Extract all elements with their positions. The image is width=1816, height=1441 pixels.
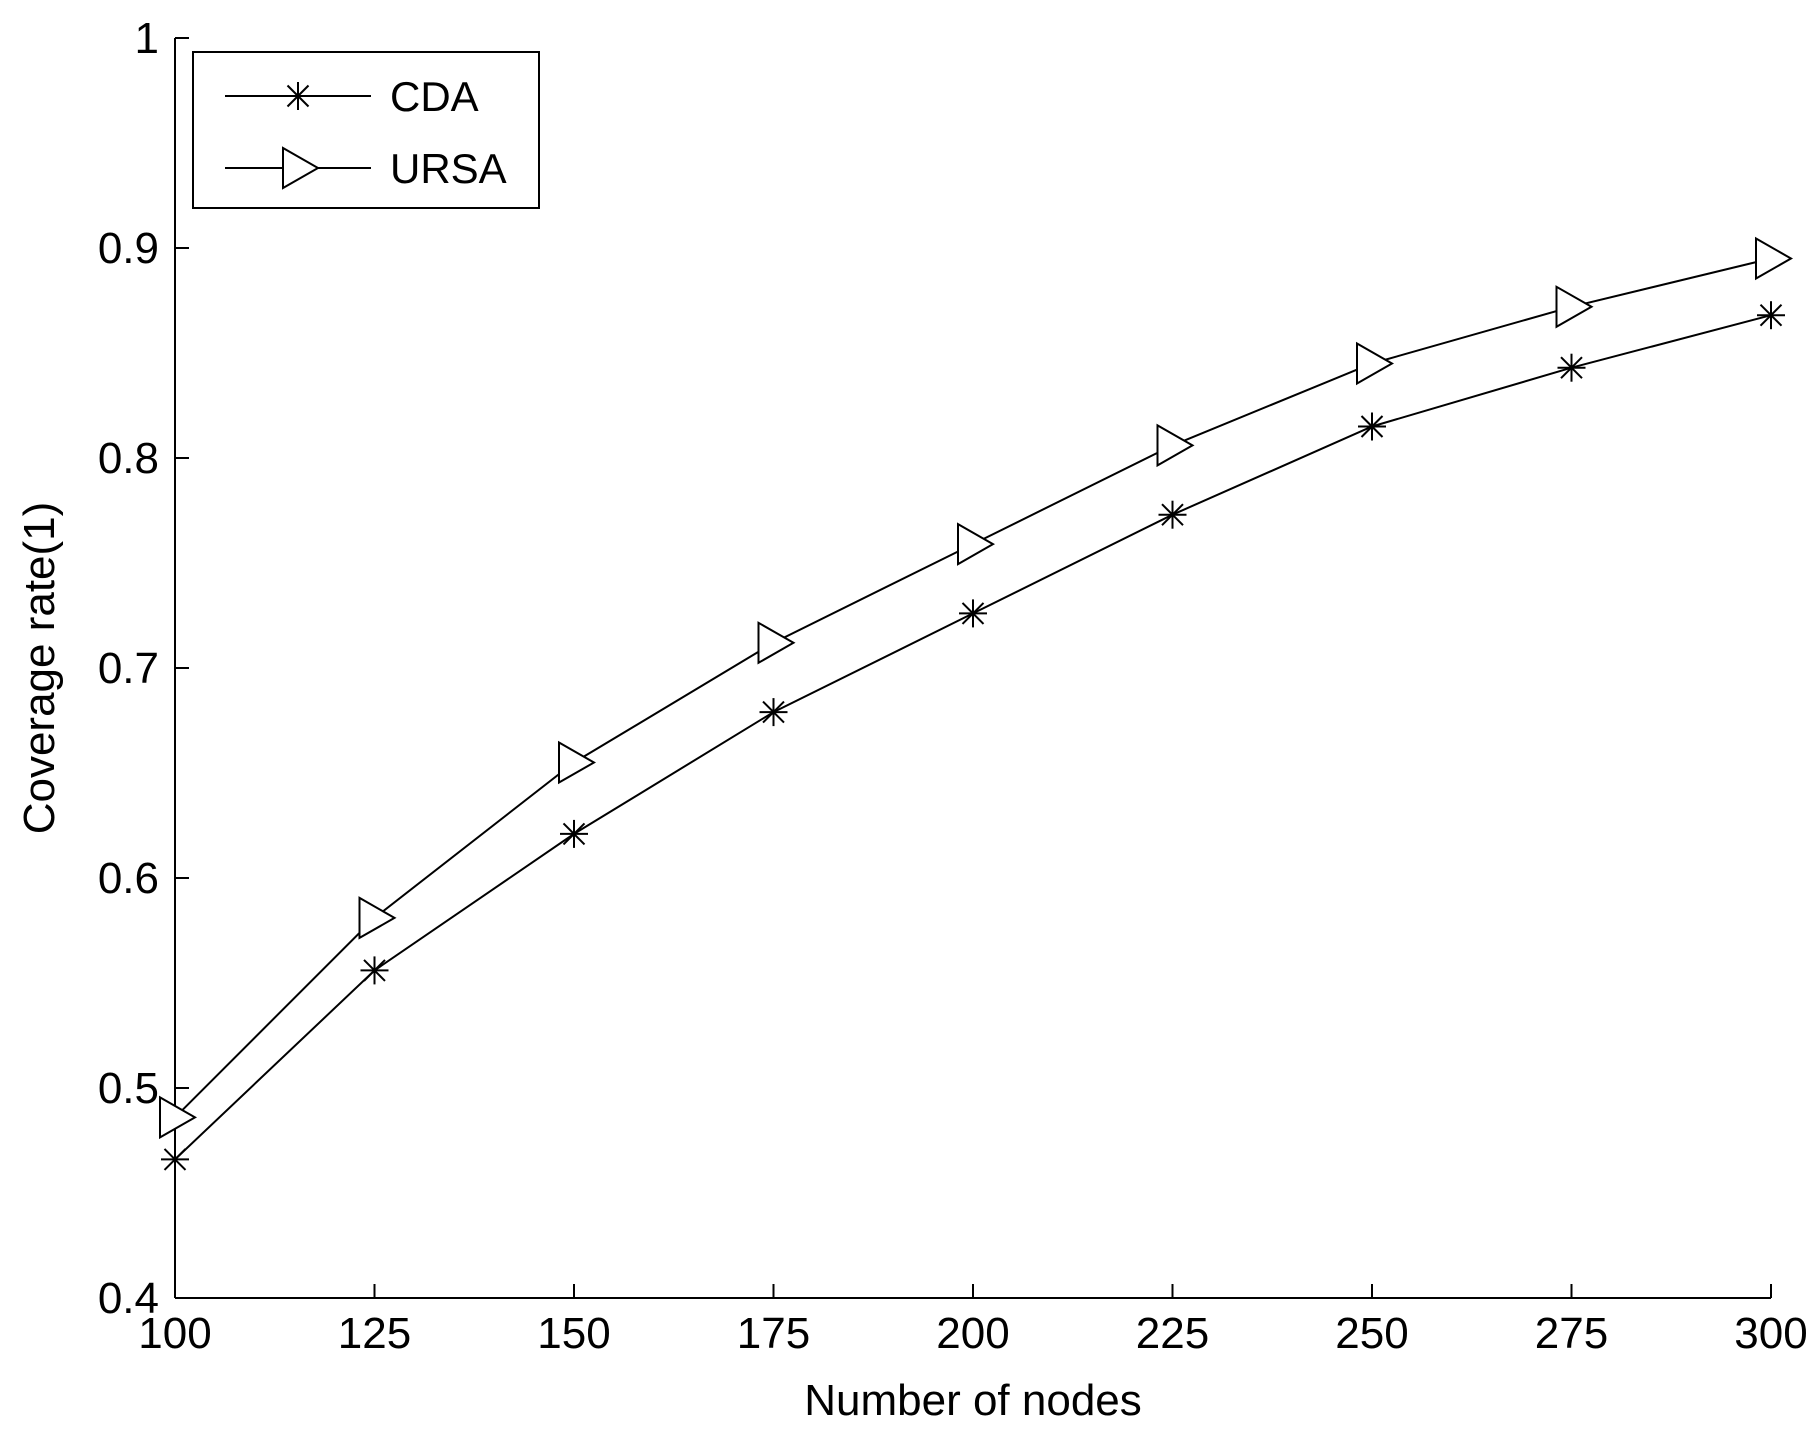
y-tick-label: 1 [135,14,159,63]
axes: 100 125 150 175 200 225 250 275 300 0.4 0.5 0.6 0.7 0… [98,14,1808,1358]
point-ursa [1356,341,1395,386]
x-tick-label: 175 [737,1309,810,1358]
point-cda [161,1145,189,1174]
point-ursa [1156,423,1195,468]
y-tick-label: 0.9 [98,224,159,273]
x-tick-label: 200 [936,1309,1009,1358]
y-tick-label: 0.6 [98,854,159,903]
series-cda [161,301,1785,1174]
point-ursa [558,740,597,785]
series-line-cda [174,314,1772,1161]
point-ursa [1555,285,1594,329]
y-tick-label: 0.4 [98,1274,159,1323]
y-tick-label: 0.7 [98,644,159,693]
x-axis-title: Number of nodes [804,1376,1142,1425]
point-cda [1358,412,1386,441]
x-tick-label: 275 [1535,1309,1608,1358]
x-tick-label: 300 [1734,1309,1807,1358]
legend-marker-cda [284,82,312,110]
series-line-ursa [174,257,1772,1119]
x-tick-label: 100 [138,1309,211,1358]
point-cda [360,956,389,985]
point-cda [1757,301,1785,330]
legend-marker-ursa [282,146,321,190]
legend-box [192,51,540,209]
point-ursa [957,522,996,566]
x-tick-label: 225 [1136,1309,1209,1358]
point-cda [759,698,788,727]
series-ursa [159,236,1794,1140]
x-tick-label: 250 [1335,1309,1408,1358]
y-tick-label: 0.5 [98,1064,159,1113]
series-layer [159,236,1794,1174]
point-cda [1557,353,1586,382]
point-ursa [757,621,796,665]
y-tick-label: 0.8 [98,434,159,483]
point-cda [959,599,987,628]
y-axis-title: Coverage rate(1) [15,502,64,835]
legend: CDA URSA [192,51,540,209]
x-tick-label: 150 [537,1309,610,1358]
point-ursa [1755,236,1794,281]
legend-label-ursa: URSA [390,145,507,192]
point-ursa [358,896,397,940]
point-cda [560,819,588,848]
point-ursa [159,1095,198,1140]
x-tick-label: 125 [338,1309,411,1358]
legend-label-cda: CDA [390,73,479,120]
point-cda [1158,500,1187,529]
